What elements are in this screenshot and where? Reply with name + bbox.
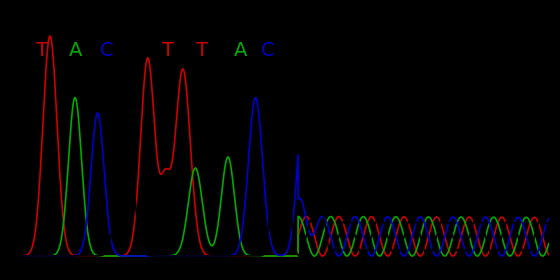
- Text: T: T: [195, 41, 208, 60]
- Text: G: G: [292, 41, 307, 60]
- Text: A: A: [69, 41, 82, 60]
- Text: T: T: [36, 41, 48, 60]
- Text: A: A: [234, 41, 248, 60]
- Text: C: C: [100, 41, 113, 60]
- Text: G: G: [127, 41, 142, 60]
- Text: T: T: [162, 41, 174, 60]
- Text: C: C: [261, 41, 274, 60]
